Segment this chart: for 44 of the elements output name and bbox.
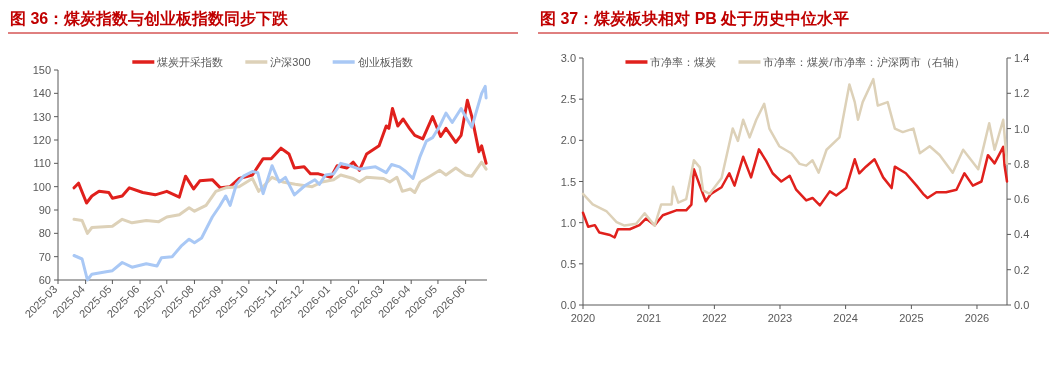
y2-tick-label: 0.4 bbox=[1014, 228, 1030, 241]
line-series bbox=[581, 145, 1009, 239]
y2-tick-label: 0.6 bbox=[1014, 193, 1030, 206]
x-tick-label: 2026 bbox=[964, 312, 990, 324]
y-tick-label: 110 bbox=[33, 157, 51, 170]
y-tick-label: 130 bbox=[32, 110, 51, 123]
y2-tick-label: 1.4 bbox=[1014, 52, 1030, 64]
y-tick-label: 2.0 bbox=[560, 134, 576, 147]
legend-label: 市净率：煤炭/市净率：沪深两市（右轴） bbox=[763, 56, 965, 68]
y-tick-label: 1.5 bbox=[560, 175, 576, 188]
x-tick-label: 2022 bbox=[702, 312, 727, 324]
legend-label: 煤炭开采指数 bbox=[157, 56, 224, 68]
x-tick-label: 2024 bbox=[833, 312, 858, 324]
x-tick-label: 2025 bbox=[899, 312, 924, 324]
y2-tick-label: 1.2 bbox=[1014, 87, 1030, 100]
legend-label: 沪深300 bbox=[270, 56, 311, 68]
y2-tick-label: 0.0 bbox=[1014, 299, 1030, 311]
y-tick-label: 2.5 bbox=[560, 93, 576, 106]
line-series bbox=[72, 160, 488, 235]
y-tick-label: 120 bbox=[32, 134, 51, 146]
line-series bbox=[72, 84, 488, 282]
y2-tick-label: 1.0 bbox=[1014, 122, 1030, 135]
line-series bbox=[581, 77, 1009, 227]
x-tick-label: 2021 bbox=[636, 312, 662, 324]
y-tick-label: 0.5 bbox=[560, 257, 576, 270]
y-tick-label: 1.0 bbox=[560, 216, 576, 229]
y2-tick-label: 0.8 bbox=[1014, 157, 1030, 170]
y-tick-label: 100 bbox=[32, 180, 51, 193]
y-tick-label: 140 bbox=[32, 87, 51, 100]
y-tick-label: 3.0 bbox=[560, 52, 576, 64]
y-tick-label: 70 bbox=[38, 250, 51, 263]
line-series bbox=[72, 98, 488, 205]
chart-title: 图 36：煤炭指数与创业板指数同步下跌 bbox=[10, 10, 290, 27]
chart-title: 图 37：煤炭板块相对 PB 处于历史中位水平 bbox=[540, 10, 850, 27]
legend-label: 创业板指数 bbox=[357, 56, 413, 68]
x-tick-label: 2020 bbox=[570, 312, 596, 324]
y-tick-label: 150 bbox=[32, 64, 51, 76]
y-tick-label: 60 bbox=[38, 274, 51, 286]
y-tick-label: 0.0 bbox=[560, 299, 576, 311]
y2-tick-label: 0.2 bbox=[1014, 263, 1030, 276]
y-tick-label: 90 bbox=[38, 204, 51, 216]
legend-label: 市净率：煤炭 bbox=[650, 56, 717, 68]
x-tick-label: 2023 bbox=[767, 312, 793, 324]
y-tick-label: 80 bbox=[38, 227, 51, 240]
